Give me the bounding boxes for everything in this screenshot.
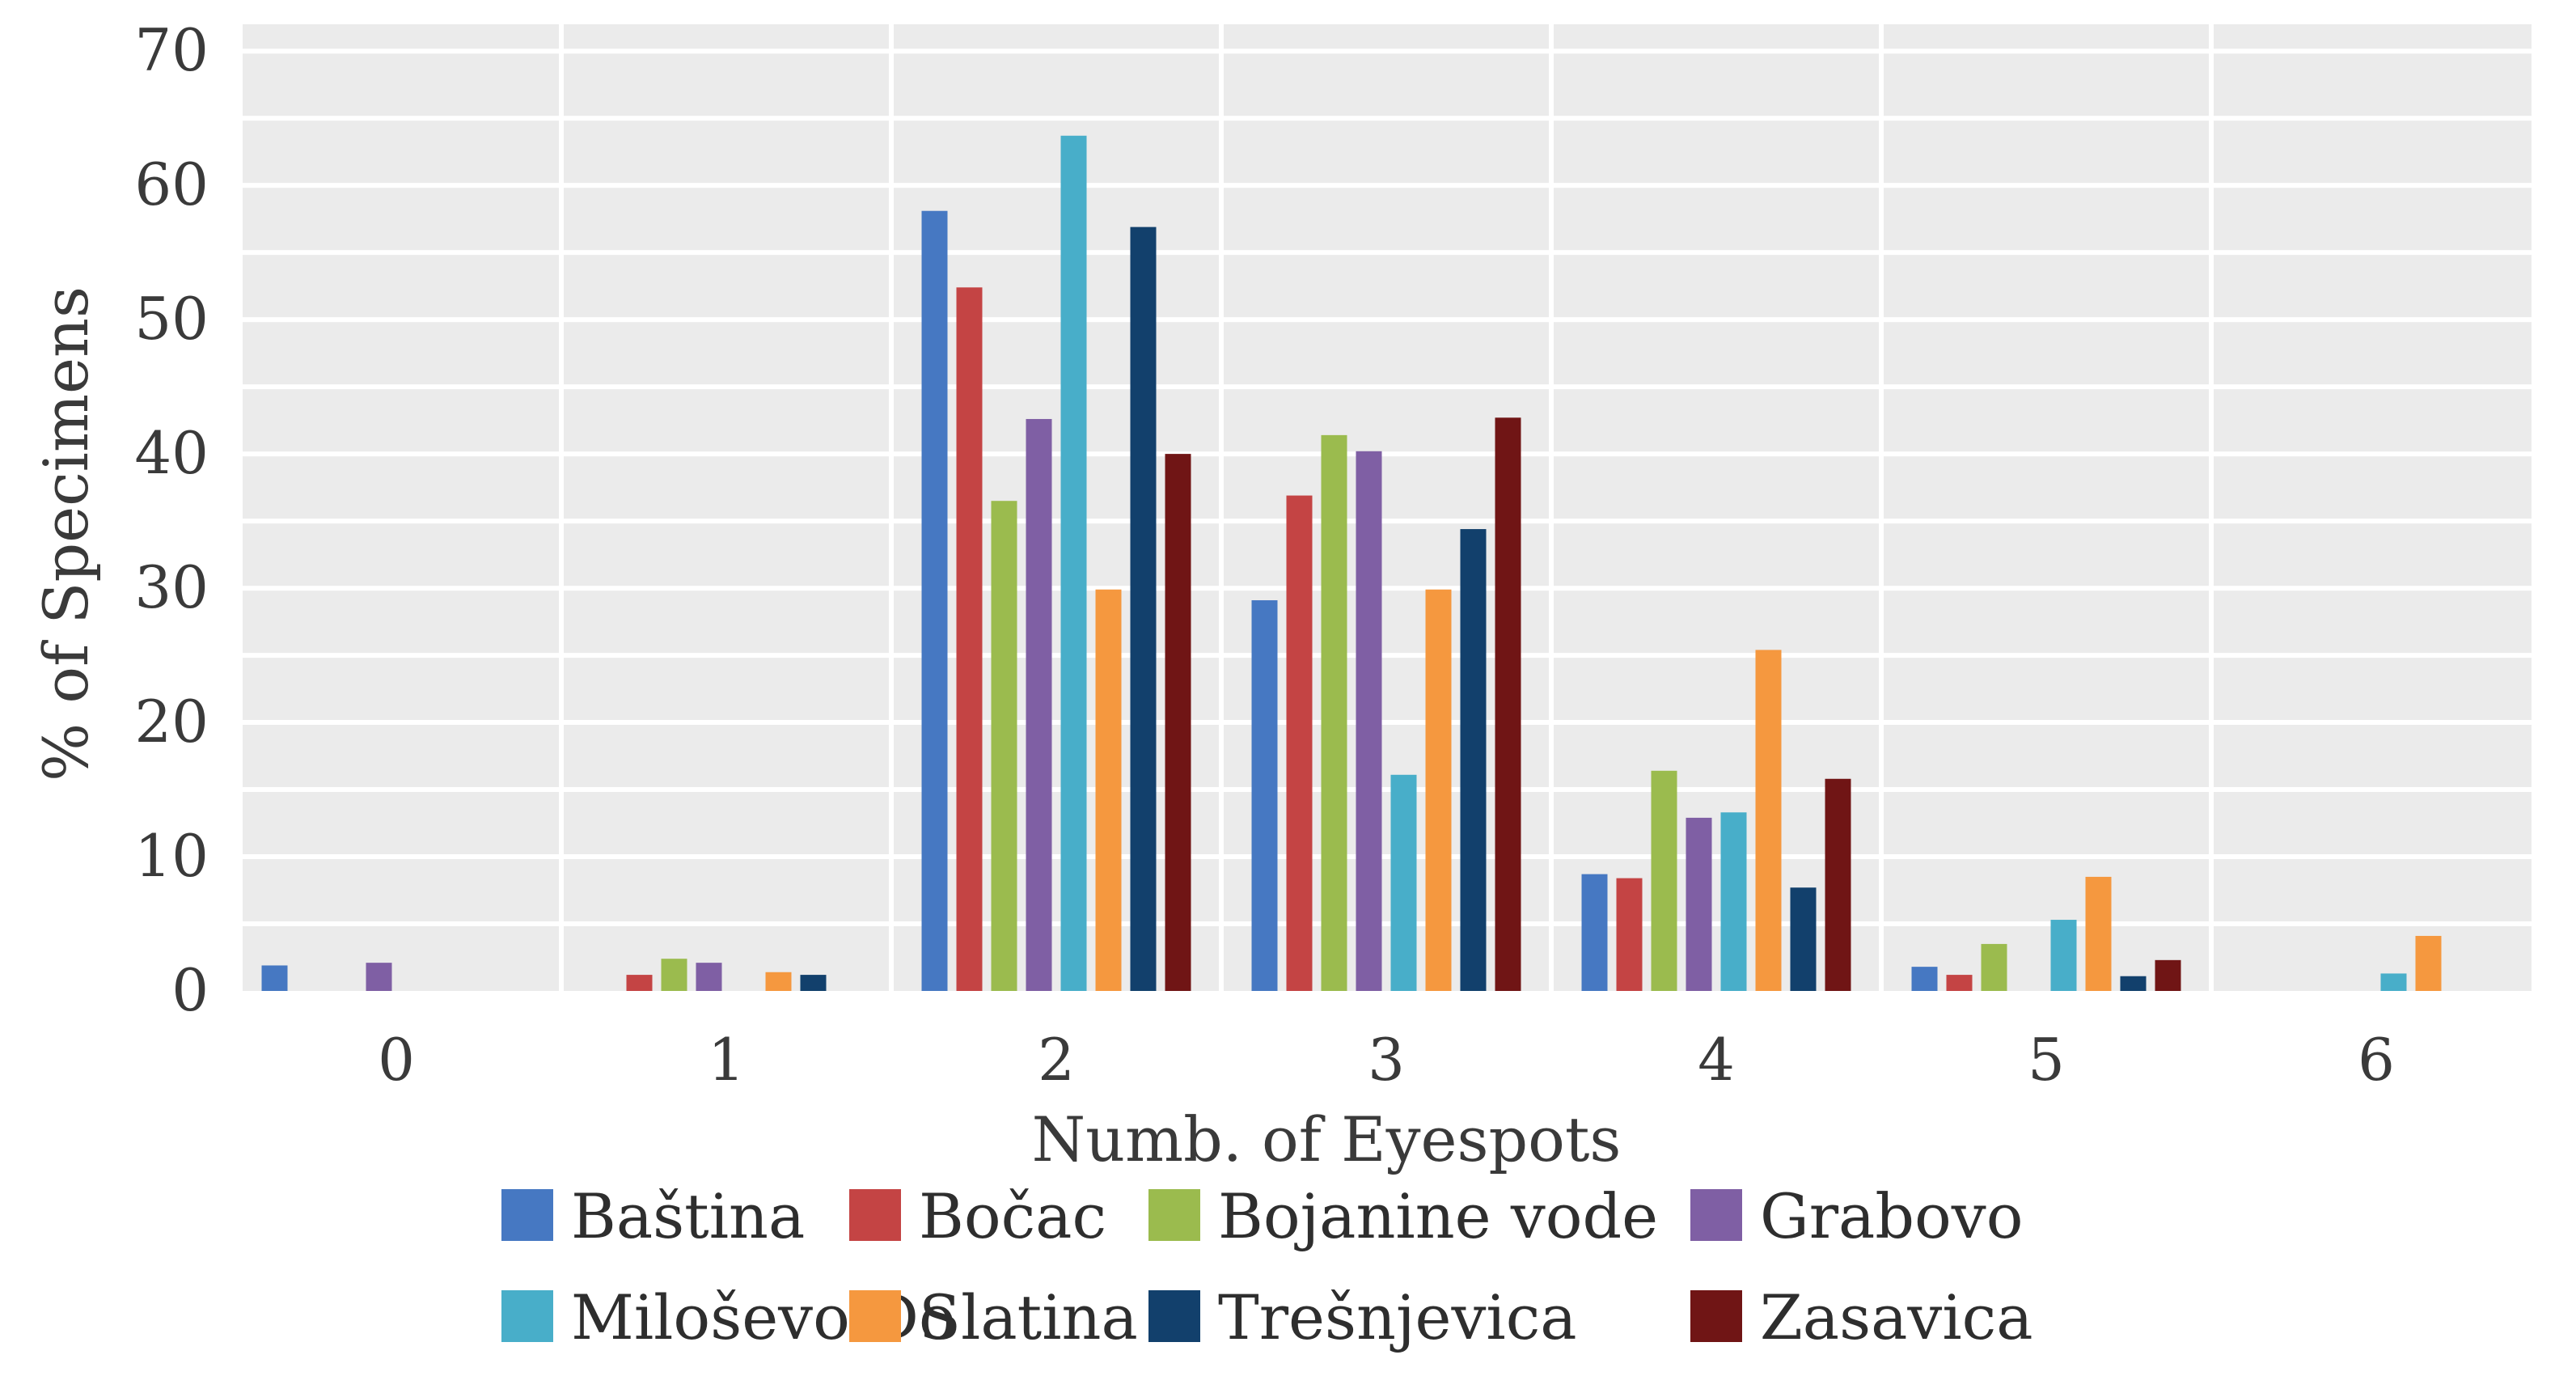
bar [2415,935,2442,991]
y-axis-title: % of Specimens [30,286,102,781]
bar [1825,778,1851,991]
bar [661,959,687,991]
bar [2085,876,2112,991]
legend-label: Grabovo [1760,1180,2023,1252]
bar [1060,135,1087,991]
legend-label: Baština [571,1180,805,1252]
legend-swatch [1148,1290,1200,1342]
bar [1720,812,1747,991]
legend-swatch [1690,1189,1742,1241]
x-axis-ticks: 0 1 2 3 4 5 6 [378,1026,2395,1094]
bar [1686,817,1712,991]
bars [261,135,2442,991]
x-tick-label: 1 [708,1026,745,1094]
bar [696,963,722,991]
plot-background [243,24,2532,991]
x-tick-label: 5 [2028,1026,2065,1094]
bar [1165,454,1191,991]
bar [1495,417,1521,991]
bar [1790,887,1817,991]
legend: Baština Bočac Bojanine vode GrabovoMiloševo… [501,1180,2033,1353]
bar [2155,959,2181,991]
bar [991,501,1017,991]
bar [1095,589,1122,991]
legend-swatch [501,1290,553,1342]
bar [261,965,288,991]
bar [800,975,827,991]
bar [2120,976,2147,991]
bar [921,210,948,991]
bar [1911,967,1938,991]
x-tick-label: 3 [1368,1026,1405,1094]
legend-swatch [849,1290,901,1342]
y-axis-ticks: 0 10 20 30 40 50 60 70 [134,16,209,1024]
x-tick-label: 6 [2358,1026,2395,1094]
bar [1286,495,1313,991]
legend-swatch [1690,1290,1742,1342]
legend-swatch [501,1189,553,1241]
bar [1651,770,1677,991]
legend-label: Bočac [919,1180,1106,1252]
bar [2050,920,2077,991]
legend-label: Bojanine vode [1218,1180,1658,1252]
bar [1251,600,1278,991]
bar [956,287,983,991]
bar [1321,434,1347,991]
y-tick-label: 30 [134,553,209,621]
bar [1755,650,1782,991]
y-tick-label: 20 [134,688,209,756]
bar [1581,874,1608,991]
bar [1616,878,1643,991]
legend-label: Trešnjevica [1218,1281,1577,1353]
bar [1130,227,1157,991]
y-tick-label: 0 [171,956,209,1024]
x-tick-label: 4 [1698,1026,1735,1094]
y-tick-label: 50 [134,285,209,353]
y-tick-label: 70 [134,16,209,84]
grid-lines [243,24,2532,991]
bar [1946,975,1973,991]
x-tick-label: 0 [378,1026,415,1094]
bar [1356,451,1382,991]
bar [1390,774,1417,991]
bar [1026,418,1052,991]
y-tick-label: 10 [134,822,209,890]
bar [765,972,792,991]
x-tick-label: 2 [1038,1026,1075,1094]
y-tick-label: 60 [134,150,209,218]
bar [626,975,653,991]
legend-swatch [1148,1189,1200,1241]
bar [1460,529,1487,991]
bar [1425,589,1452,991]
legend-label: Slatina [919,1281,1138,1353]
y-tick-label: 40 [134,419,209,487]
bar [366,963,392,991]
x-axis-title: Numb. of Eyespots [1032,1103,1622,1175]
legend-label: Zasavica [1760,1281,2033,1353]
bar [1981,943,2007,991]
bar [2380,973,2407,991]
legend-swatch [849,1189,901,1241]
